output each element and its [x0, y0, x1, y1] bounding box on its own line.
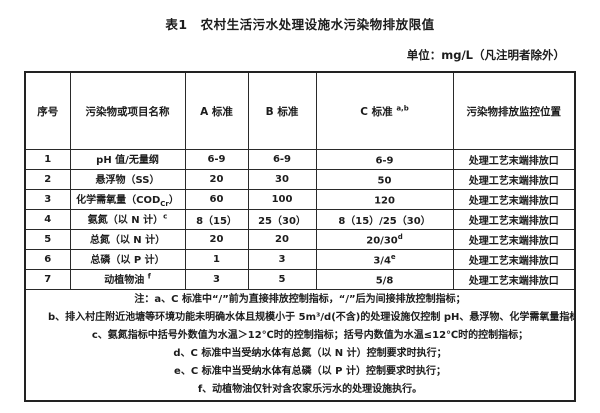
- note-f: f、动植物油仅针对含农家乐污水的处理设施执行。: [197, 384, 423, 395]
- cell-location: 处理工艺末端排放口: [452, 269, 576, 290]
- cell-standard-c-text: 5/8: [375, 275, 394, 287]
- cell-name-sub: Cr: [160, 200, 169, 208]
- cell-name-text: 动植物油: [104, 275, 148, 286]
- cell-location: 处理工艺末端排放口: [452, 229, 576, 250]
- header-pollutant-name: 污染物或项目名称: [69, 71, 186, 150]
- table-row-ammonia: 4 氨氮（以 N 计）c 8（15） 25（30） 8（15）/25（30） 处…: [24, 209, 576, 230]
- cell-standard-b: 6-9: [247, 149, 317, 170]
- header-standard-b: B 标准: [247, 71, 317, 150]
- cell-standard-c: 8（15）/25（30）: [315, 209, 454, 230]
- note-a: 注：a、C 标准中“/”前为直接排放控制指标，“/”后为间接排放控制指标；: [134, 294, 466, 305]
- cell-no: 6: [24, 249, 71, 270]
- cell-name: pH 值/无量纲: [69, 149, 186, 170]
- note-d: d、C 标准中当受纳水体有总氮（以 N 计）控制要求时执行；: [173, 348, 447, 359]
- header-standard-a: A 标准: [184, 71, 249, 150]
- header-monitor-location-label: 污染物排放监控位置: [466, 105, 562, 118]
- cell-no: 1: [24, 149, 71, 170]
- cell-no: 7: [24, 269, 71, 290]
- cell-standard-c-text: 50: [377, 175, 392, 187]
- unit-note: 单位：mg/L（凡注明者除外）: [406, 48, 565, 62]
- cell-name-text: 总磷（以 P 计）: [90, 255, 165, 266]
- header-pollutant-label: 污染物或项目名称: [85, 105, 170, 118]
- cell-name-sup: c: [163, 212, 168, 221]
- cell-name-text: 悬浮物（SS）: [95, 175, 160, 186]
- header-standard-c-sup: a,b: [396, 104, 409, 112]
- cell-standard-b: 3: [247, 249, 317, 270]
- cell-name: 悬浮物（SS）: [69, 169, 186, 190]
- cell-standard-a: 20: [184, 169, 249, 190]
- cell-no: 3: [24, 189, 71, 210]
- cell-standard-c: 6-9: [315, 149, 454, 170]
- cell-standard-c: 120: [315, 189, 454, 210]
- table-row-total-phosphorus: 6 总磷（以 P 计） 1 3 3/4e 处理工艺末端排放口: [24, 249, 576, 270]
- cell-name: 总氮（以 N 计）: [69, 229, 186, 250]
- header-standard-c-label: C 标准: [360, 105, 397, 118]
- cell-standard-a: 1: [184, 249, 249, 270]
- cell-standard-a: 60: [184, 189, 249, 210]
- cell-standard-a: 8（15）: [184, 209, 249, 230]
- header-no-label: 序号: [37, 105, 59, 118]
- cell-name-sup: f: [147, 272, 151, 281]
- cell-standard-a: 6-9: [184, 149, 249, 170]
- cell-standard-c-text: 3/4: [373, 255, 391, 267]
- cell-name-text: 总氮（以 N 计）: [89, 235, 166, 246]
- cell-standard-c: 5/8: [315, 269, 454, 290]
- header-no: 序号: [24, 71, 71, 150]
- cell-standard-b: 20: [247, 229, 317, 250]
- table-header-row: 序号 污染物或项目名称 A 标准 B 标准 C 标准 a,b 污染物排放监控位置: [24, 71, 576, 150]
- table-notes: 注：a、C 标准中“/”前为直接排放控制指标，“/”后为间接排放控制指标； b、…: [24, 289, 576, 402]
- cell-name-text: pH 值/无量纲: [96, 155, 159, 166]
- cell-standard-c-text: 8（15）/25（30）: [338, 216, 431, 227]
- cell-standard-c-text: 20/30: [366, 235, 398, 247]
- cell-standard-b: 100: [247, 189, 317, 210]
- cell-standard-b: 25（30）: [247, 209, 317, 230]
- cell-standard-a: 3: [184, 269, 249, 290]
- cell-name-tail: ）: [168, 195, 179, 206]
- table-row-ph: 1 pH 值/无量纲 6-9 6-9 6-9 处理工艺末端排放口: [24, 149, 576, 170]
- cell-no: 2: [24, 169, 71, 190]
- cell-name-text: 氨氮（以 N 计）: [87, 215, 164, 226]
- cell-name: 氨氮（以 N 计）c: [69, 209, 186, 230]
- header-monitor-location: 污染物排放监控位置: [452, 71, 576, 150]
- cell-standard-c-text: 6-9: [375, 155, 394, 167]
- cell-standard-b: 30: [247, 169, 317, 190]
- cell-no: 5: [24, 229, 71, 250]
- notes-row: 注：a、C 标准中“/”前为直接排放控制指标，“/”后为间接排放控制指标； b、…: [24, 289, 576, 402]
- note-b: b、排入村庄附近池塘等环境功能未明确水体且规模小于 5m³/d(不含)的处理设施…: [48, 312, 575, 323]
- cell-standard-c: 3/4e: [315, 249, 454, 270]
- table-row-total-nitrogen: 5 总氮（以 N 计） 20 20 20/30d 处理工艺末端排放口: [24, 229, 576, 250]
- note-c: c、氨氮指标中括号外数值为水温＞12℃时的控制指标；括号内数值为水温≤12℃时的…: [91, 330, 529, 341]
- cell-standard-c: 20/30d: [315, 229, 454, 250]
- table-title: 表1 农村生活污水处理设施水污染物排放限值: [165, 17, 435, 32]
- cell-location: 处理工艺末端排放口: [452, 249, 576, 270]
- table-row-animal-vegetable-oil: 7 动植物油 f 3 5 5/8 处理工艺末端排放口: [24, 269, 576, 290]
- cell-standard-c-text: 120: [374, 195, 395, 207]
- cell-location: 处理工艺末端排放口: [452, 189, 576, 210]
- cell-location: 处理工艺末端排放口: [452, 149, 576, 170]
- cell-standard-c-sup: d: [397, 232, 403, 241]
- note-e: e、C 标准中当受纳水体有总磷（以 P 计）控制要求时执行；: [174, 366, 446, 377]
- cell-location: 处理工艺末端排放口: [452, 169, 576, 190]
- cell-name-text: 化学需氧量（COD: [76, 195, 161, 206]
- cell-standard-c: 50: [315, 169, 454, 190]
- cell-no: 4: [24, 209, 71, 230]
- table-row-ss: 2 悬浮物（SS） 20 30 50 处理工艺末端排放口: [24, 169, 576, 190]
- cell-standard-a: 20: [184, 229, 249, 250]
- cell-name: 动植物油 f: [69, 269, 186, 290]
- cell-location: 处理工艺末端排放口: [452, 209, 576, 230]
- cell-standard-b: 5: [247, 269, 317, 290]
- header-standard-a-label: A 标准: [200, 105, 233, 118]
- discharge-limits-table: 序号 污染物或项目名称 A 标准 B 标准 C 标准 a,b 污染物排放监控位置…: [24, 71, 576, 402]
- header-standard-c: C 标准 a,b: [315, 71, 454, 150]
- header-standard-b-label: B 标准: [265, 105, 299, 118]
- table-row-cod: 3 化学需氧量（CODCr） 60 100 120 处理工艺末端排放口: [24, 189, 576, 210]
- cell-standard-c-sup: e: [390, 252, 396, 261]
- cell-name: 化学需氧量（CODCr）: [69, 189, 186, 210]
- cell-name: 总磷（以 P 计）: [69, 249, 186, 270]
